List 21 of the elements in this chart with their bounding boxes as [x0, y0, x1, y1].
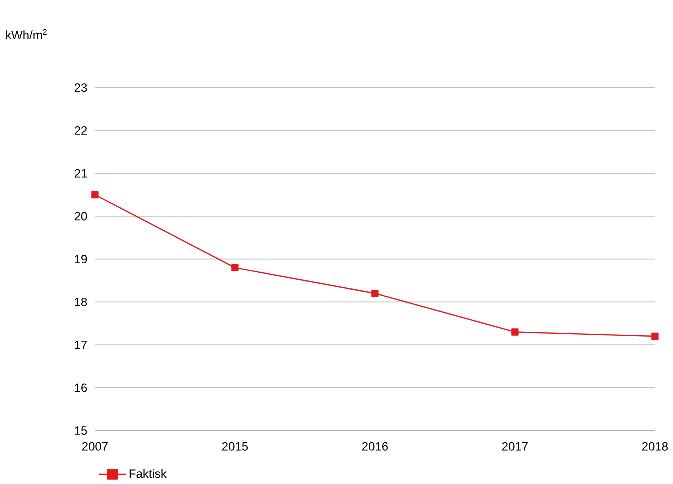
legend-label: Faktisk — [130, 470, 167, 478]
point — [92, 192, 99, 199]
x-tick-label: 2018 — [642, 442, 668, 452]
x-tick-label: 2007 — [82, 442, 108, 452]
y-tick-label: 19 — [75, 255, 88, 264]
point — [232, 264, 239, 272]
y-tick-label: 16 — [75, 384, 88, 392]
point — [512, 328, 519, 336]
x-tick-label: 2017 — [502, 442, 528, 452]
point — [372, 290, 379, 298]
y-tick-label: 22 — [74, 126, 88, 136]
y-tick-label: 23 — [74, 84, 88, 92]
y-tick-label: 21 — [74, 170, 88, 178]
y-tick-label: 18 — [75, 298, 88, 307]
y-tick-label: 17 — [75, 341, 88, 350]
point — [652, 333, 659, 340]
x-tick-label: 2016 — [362, 442, 388, 452]
y-tick-label: 15 — [75, 426, 88, 436]
y-axis-title: kWh/m$^{2}$ — [6, 30, 47, 40]
y-tick-label: 20 — [74, 212, 88, 221]
x-tick-label: 2015 — [222, 442, 248, 452]
